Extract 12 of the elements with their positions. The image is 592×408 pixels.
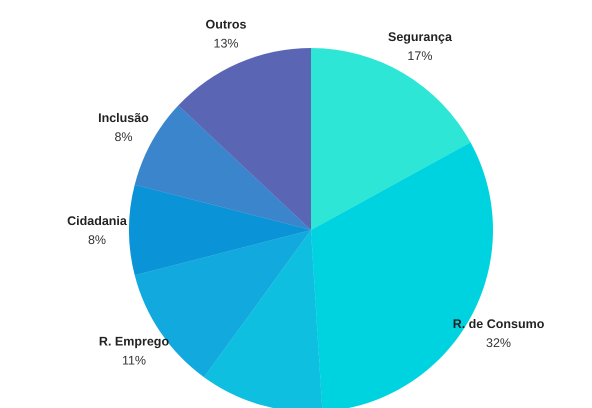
data-label: 11% [122, 353, 146, 368]
data-label: 32% [486, 336, 512, 350]
slice-label: R. Emprego [98, 334, 170, 348]
data-label: 13% [213, 36, 239, 51]
slice-label: Inclusão [98, 110, 150, 125]
slice-label: Outros [206, 18, 247, 32]
data-label: 8% [88, 233, 106, 247]
slice-label: Segurança [388, 30, 453, 44]
slice-label: Cidadania [67, 214, 128, 228]
data-label: 8% [114, 130, 133, 144]
slice-label: R. de Consumo [452, 317, 545, 332]
data-label: 17% [407, 48, 432, 63]
